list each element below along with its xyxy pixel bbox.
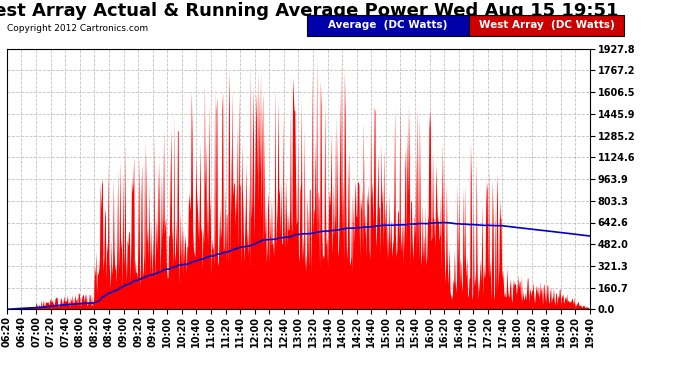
Text: West Array Actual & Running Average Power Wed Aug 15 19:51: West Array Actual & Running Average Powe…: [0, 2, 618, 20]
Text: Average  (DC Watts): Average (DC Watts): [328, 20, 448, 30]
Text: Copyright 2012 Cartronics.com: Copyright 2012 Cartronics.com: [7, 24, 148, 33]
Text: West Array  (DC Watts): West Array (DC Watts): [479, 20, 615, 30]
